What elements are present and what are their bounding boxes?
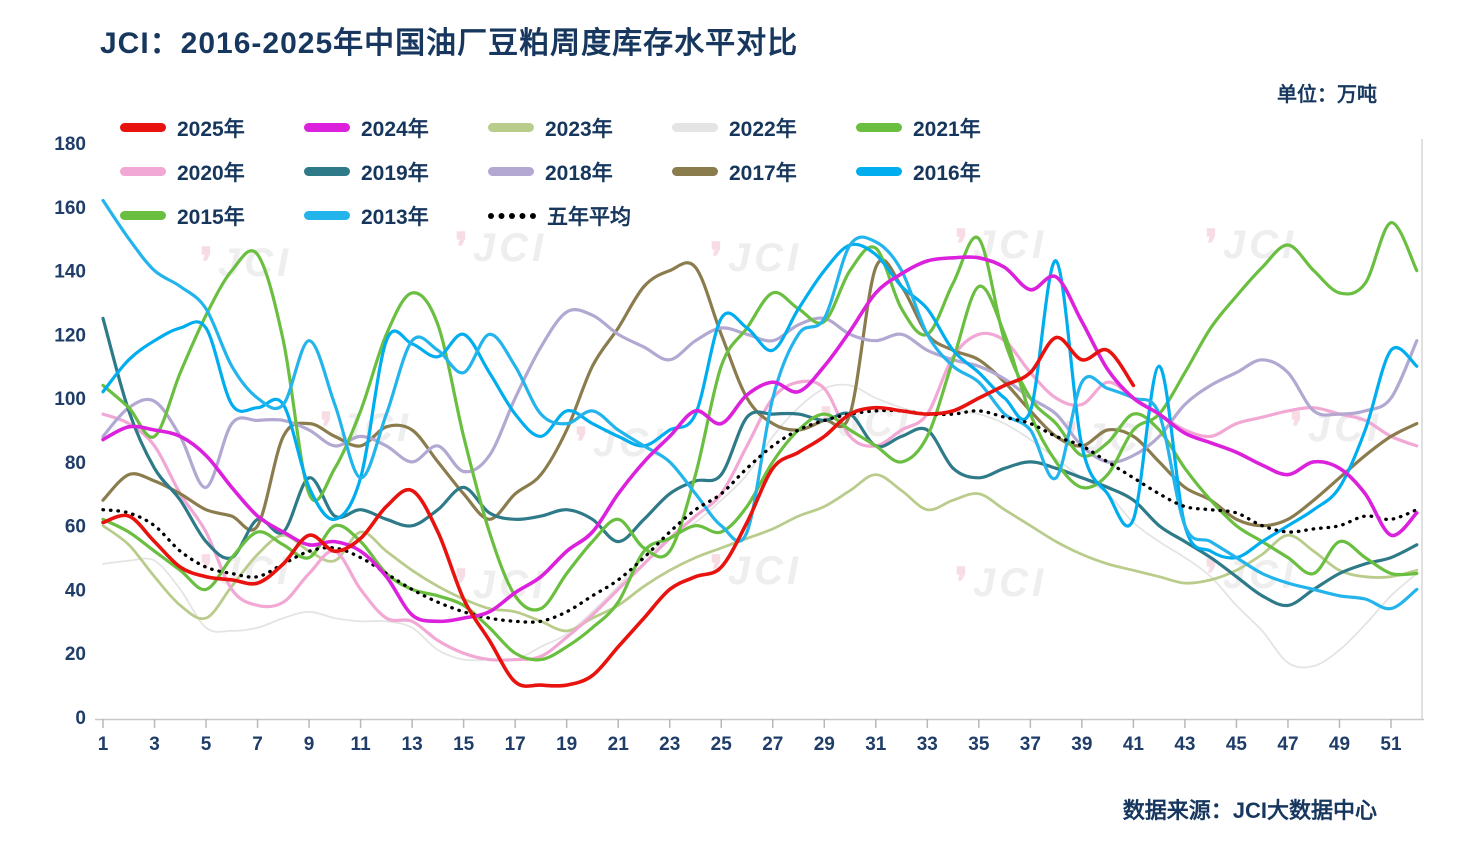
y-axis-label: 100 — [54, 389, 86, 410]
legend-item-2021年: 2021年 — [856, 114, 1040, 141]
legend-swatch-2024年 — [304, 123, 350, 132]
legend-label: 2021年 — [913, 117, 981, 141]
x-axis-label: 45 — [1226, 734, 1248, 755]
legend-item-2019年: 2019年 — [304, 158, 488, 185]
x-axis-label: 47 — [1277, 734, 1298, 755]
y-axis-label: 80 — [65, 453, 86, 474]
unit-label: 单位：万吨 — [1277, 84, 1377, 106]
legend-label: 2015年 — [177, 205, 245, 229]
legend-label: 2016年 — [913, 161, 981, 185]
y-axis-label: 160 — [54, 198, 86, 219]
legend-label: 2018年 — [545, 161, 613, 185]
legend-swatch-2025年 — [120, 123, 166, 132]
series-line-2015年 — [101, 221, 1419, 662]
data-source: 数据来源：JCI大数据中心 — [1122, 798, 1377, 823]
x-axis-label: 23 — [659, 734, 680, 755]
series-line-2017年 — [101, 258, 1419, 532]
chart-legend: 2025年 2024年 2023年 2022年 2021年 2020年 2019年 2018年… — [120, 114, 1040, 246]
series-line-2024年 — [101, 255, 1419, 624]
legend-label: 五年平均 — [547, 205, 631, 229]
x-axis-label: 37 — [1020, 734, 1041, 755]
legend-swatch-2020年 — [120, 167, 166, 176]
legend-item-2015年: 2015年 — [120, 202, 304, 229]
x-axis-label: 7 — [252, 734, 263, 755]
x-axis-label: 5 — [201, 734, 212, 755]
y-axis-label: 140 — [54, 262, 86, 283]
x-axis-label: 11 — [351, 734, 372, 755]
legend-swatch-2017年 — [672, 167, 718, 176]
legend-label: 2017年 — [729, 161, 797, 185]
y-axis-label: 0 — [75, 708, 86, 729]
legend-label: 2022年 — [729, 117, 797, 141]
y-axis-label: 180 — [54, 134, 86, 155]
legend-item-2017年: 2017年 — [672, 158, 856, 185]
x-axis-label: 31 — [865, 734, 887, 755]
legend-item-2024年: 2024年 — [304, 114, 488, 141]
legend-swatch-2019年 — [304, 167, 350, 176]
series-line-2013年 — [101, 198, 1419, 611]
series-line-2021年 — [101, 235, 1419, 612]
legend-swatch-2023年 — [488, 123, 534, 132]
series-line-2020年 — [101, 331, 1419, 662]
legend-item-2023年: 2023年 — [488, 114, 672, 141]
x-axis-label: 39 — [1071, 734, 1092, 755]
y-axis-label: 20 — [65, 644, 86, 665]
legend-swatch-2018年 — [488, 167, 534, 176]
legend-label: 2020年 — [177, 161, 245, 185]
legend-swatch-五年平均 — [488, 212, 536, 219]
x-axis-label: 25 — [711, 734, 733, 755]
x-axis-label: 9 — [304, 734, 315, 755]
x-axis-label: 19 — [556, 734, 577, 755]
legend-item-2020年: 2020年 — [120, 158, 304, 185]
x-axis-label: 1 — [98, 734, 109, 755]
x-axis-label: 43 — [1174, 734, 1195, 755]
legend-item-2013年: 2013年 — [304, 202, 488, 229]
series-line-五年平均 — [101, 408, 1419, 624]
y-axis-label: 40 — [65, 580, 86, 601]
series-line-2025年 — [101, 335, 1136, 688]
x-axis-label: 27 — [762, 734, 783, 755]
legend-swatch-2021年 — [856, 123, 902, 132]
chart-title: JCI：2016-2025年中国油厂豆粕周度库存水平对比 — [100, 27, 799, 60]
x-axis-label: 29 — [814, 734, 835, 755]
legend-item-2025年: 2025年 — [120, 114, 304, 141]
legend-swatch-2016年 — [856, 167, 902, 176]
legend-swatch-2013年 — [304, 211, 350, 220]
x-axis-label: 3 — [149, 734, 160, 755]
x-axis-label: 49 — [1329, 734, 1350, 755]
legend-item-2016年: 2016年 — [856, 158, 1040, 185]
legend-label: 2024年 — [361, 117, 429, 141]
x-axis-label: 33 — [917, 734, 938, 755]
legend-label: 2023年 — [545, 117, 613, 141]
legend-item-2018年: 2018年 — [488, 158, 672, 185]
legend-label: 2019年 — [361, 161, 429, 185]
x-axis-label: 15 — [453, 734, 475, 755]
legend-swatch-2015年 — [120, 211, 166, 220]
legend-swatch-2022年 — [672, 123, 718, 132]
legend-label: 2013年 — [361, 205, 429, 229]
x-axis-label: 21 — [608, 734, 630, 755]
legend-item-2022年: 2022年 — [672, 114, 856, 141]
y-axis-label: 120 — [54, 325, 86, 346]
x-axis-label: 13 — [402, 734, 423, 755]
legend-item-五年平均: 五年平均 — [488, 202, 672, 229]
legend-label: 2025年 — [177, 117, 245, 141]
x-axis-label: 35 — [968, 734, 990, 755]
y-axis-label: 60 — [65, 517, 86, 538]
x-axis-label: 51 — [1380, 734, 1402, 755]
x-axis-label: 41 — [1123, 734, 1145, 755]
x-axis-label: 17 — [505, 734, 526, 755]
